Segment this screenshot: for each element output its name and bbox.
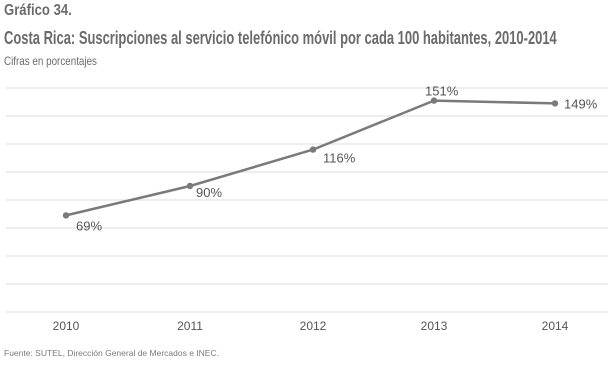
data-label: 90% <box>196 185 222 200</box>
series-line <box>65 99 556 217</box>
x-tick-label: 2010 <box>53 319 80 333</box>
data-point <box>62 212 70 219</box>
data-point <box>430 97 438 104</box>
series-group: 69% 90% 116% 151% 149% <box>62 84 598 233</box>
x-axis-ticks: 2010 2011 2012 2013 2014 <box>53 319 569 333</box>
data-point <box>186 182 194 190</box>
grid-lines <box>6 87 608 313</box>
data-label: 69% <box>76 218 102 233</box>
data-label: 151% <box>425 84 459 99</box>
x-tick-label: 2014 <box>542 319 569 333</box>
x-tick-label: 2011 <box>177 319 203 333</box>
chart-subtitle: Cifras en porcentajes <box>4 54 97 68</box>
figure-number: Gráfico 34. <box>4 2 72 19</box>
chart-title: Costa Rica: Suscripciones al servicio te… <box>4 27 557 48</box>
x-tick-label: 2012 <box>300 319 327 333</box>
source-note: Fuente: SUTEL, Dirección General de Merc… <box>4 348 219 358</box>
data-label: 149% <box>564 96 598 111</box>
data-label: 116% <box>323 151 356 166</box>
data-point <box>309 146 317 153</box>
x-tick-label: 2013 <box>421 319 448 333</box>
data-point <box>551 100 559 107</box>
